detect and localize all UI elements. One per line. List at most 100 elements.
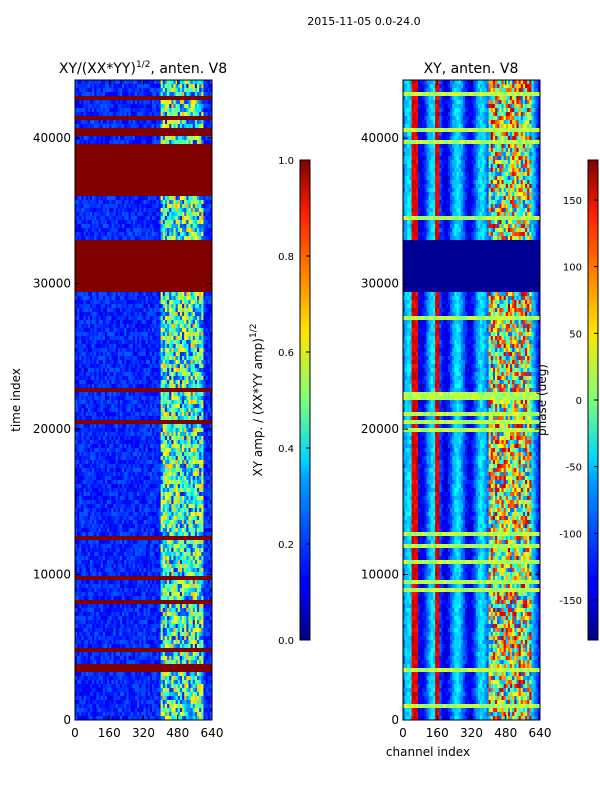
heatmap-cell [117,448,121,453]
heatmap-cell [98,328,101,333]
heatmap-cell [75,452,78,457]
heatmap-cell [81,408,84,413]
heatmap-cell [122,428,125,433]
heatmap-cell [175,412,179,417]
heatmap-cell [109,404,112,409]
heatmap-cell [111,400,114,405]
heatmap-cell [143,332,146,337]
heatmap-cell [203,416,206,421]
heatmap-cell [81,444,84,449]
heatmap-cell [149,368,153,373]
heatmap-cell [152,200,155,205]
heatmap-cell [162,492,166,497]
heatmap-cell [177,424,181,429]
heatmap-cell [167,80,170,85]
heatmap-cell [104,424,108,429]
heatmap-cell [85,292,89,297]
heatmap-cell [75,504,78,509]
heatmap-cell [87,440,91,445]
heatmap-cell [132,472,136,477]
heatmap-cell [156,392,159,397]
heatmap-cell [79,292,82,297]
heatmap-cell [158,464,161,469]
heatmap-cell [124,112,127,117]
heatmap-cell [145,500,149,505]
heatmap-cell [203,360,206,365]
heatmap-cell [119,80,123,85]
heatmap-cell [194,196,198,201]
heatmap-cell [94,448,97,453]
heatmap-cell [209,508,212,513]
heatmap-cell [132,296,136,301]
heatmap-cell [111,200,114,205]
heatmap-cell [182,300,185,305]
heatmap-cell [98,364,101,369]
heatmap-cell [89,120,93,125]
heatmap-cell [171,312,174,317]
heatmap-cell [194,428,198,433]
heatmap-cell [203,376,206,381]
heatmap-cell [115,92,119,97]
heatmap-cell [137,464,140,469]
heatmap-cell [100,316,104,321]
heatmap-cell [115,292,119,297]
heatmap-cell [134,328,138,333]
heatmap-cell [154,224,157,229]
heatmap-cell [100,456,104,461]
heatmap-cell [83,516,86,521]
heatmap-cell [143,92,146,97]
heatmap-cell [75,488,78,493]
heatmap-cell [169,112,172,117]
heatmap-cell [175,196,179,201]
heatmap-cell [83,348,86,353]
heatmap-cell [169,300,172,305]
heatmap-cell [201,396,204,401]
heatmap-cell [104,140,108,145]
heatmap-cell [113,512,116,517]
heatmap-cell [132,336,136,341]
heatmap-cell [130,220,134,225]
heatmap-cell [203,320,206,325]
heatmap-cell [79,428,82,433]
heatmap-cell [87,360,91,365]
heatmap-cell [182,360,185,365]
heatmap-cell [184,364,187,369]
heatmap-cell [117,308,121,313]
heatmap-cell [117,212,121,217]
heatmap-cell [92,224,95,229]
heatmap-cell [164,424,168,429]
heatmap-cell [162,236,166,241]
heatmap-cell [201,384,204,389]
heatmap-cell [162,516,166,521]
heatmap-cell [102,412,106,417]
heatmap-cell [154,84,157,89]
heatmap-cell [100,396,104,401]
heatmap-cell [156,440,159,445]
heatmap-cell [128,332,131,337]
heatmap-cell [107,292,110,297]
heatmap-cell [145,352,149,357]
heatmap-cell [156,216,159,221]
heatmap-cell [184,432,187,437]
heatmap-cell [139,348,142,353]
heatmap-cell [162,196,166,201]
heatmap-cell [162,424,166,429]
heatmap-cell [158,112,161,117]
heatmap-cell [173,472,176,477]
heatmap-cell [147,380,151,385]
heatmap-cell [132,360,136,365]
heatmap-cell [119,508,123,513]
heatmap-cell [188,504,191,509]
heatmap-cell [192,396,196,401]
heatmap-cell [132,444,136,449]
heatmap-cell [132,324,136,329]
heatmap-cell [177,140,181,145]
heatmap-cell [77,228,80,233]
heatmap-cell [158,504,161,509]
heatmap-cell [188,364,191,369]
heatmap-cell [203,304,206,309]
heatmap-cell [179,348,183,353]
heatmap-cell [152,88,155,93]
heatmap-cell [158,360,161,365]
heatmap-cell [124,352,127,357]
